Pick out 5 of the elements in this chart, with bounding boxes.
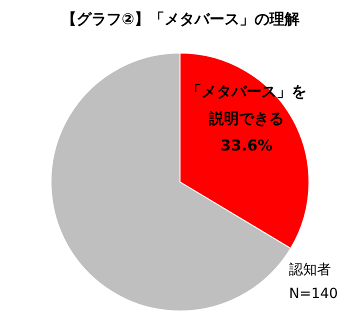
text: N=140 — [289, 286, 338, 302]
chart-title: 【グラフ②】「メタバース」の理解 — [62, 10, 300, 28]
slice-label: 「メタバース」を説明できる — [186, 82, 307, 128]
data-label: 33.6% — [220, 136, 273, 155]
text: 認知者 — [289, 262, 331, 278]
